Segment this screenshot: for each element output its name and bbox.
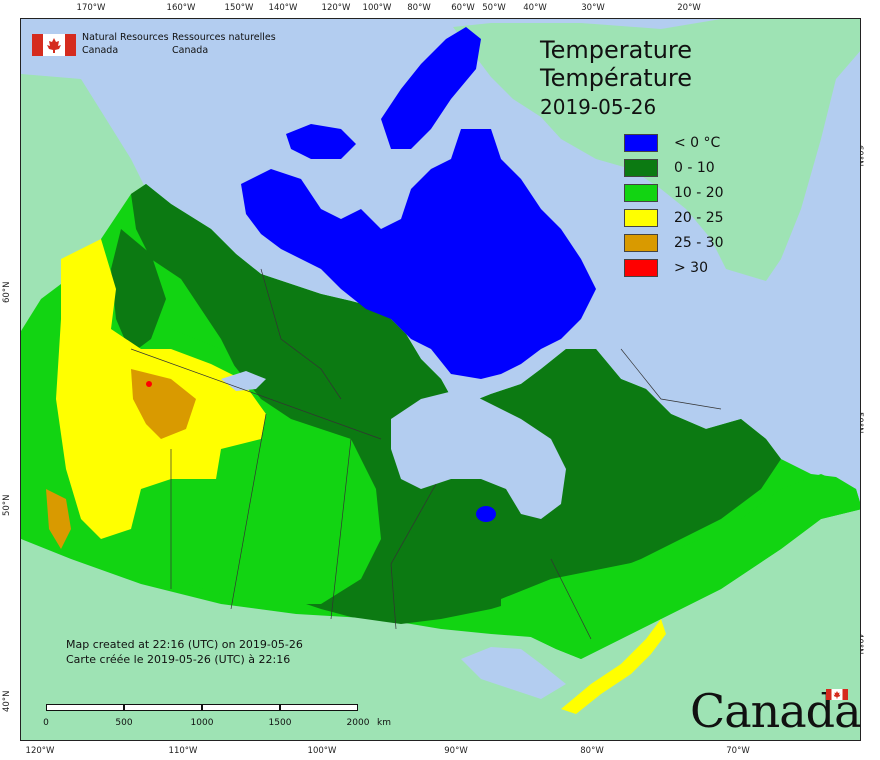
map-title: Temperature Température 2019-05-26 xyxy=(540,36,692,120)
longitude-label-top: 170°W xyxy=(76,3,106,13)
legend-label: > 30 xyxy=(674,260,708,276)
scale-label: 1500 xyxy=(268,718,292,728)
border-manitoba-ontario xyxy=(390,483,437,630)
agency-name-french: Ressources naturelles Canada xyxy=(172,31,276,57)
latitude-label-left: 40°N xyxy=(2,690,12,712)
longitude-label-bottom: 70°W xyxy=(726,746,750,756)
map-created-note: Map created at 22:16 (UTC) on 2019-05-26… xyxy=(66,637,303,667)
provincial-borders xyxy=(130,268,722,640)
zone-below-zero-islands xyxy=(286,124,356,159)
great-lakes xyxy=(461,647,566,699)
latitude-label-left: 60°N xyxy=(2,281,12,303)
longitude-label-top: 80°W xyxy=(407,3,431,13)
border-60th-parallel xyxy=(130,348,382,440)
created-note-english: Map created at 22:16 (UTC) on 2019-05-26 xyxy=(66,638,303,651)
wordmark-flag-icon xyxy=(826,689,848,700)
border-ontario-quebec xyxy=(550,558,592,640)
longitude-label-top: 40°W xyxy=(523,3,547,13)
temperature-map xyxy=(20,18,861,741)
longitude-label-top: 140°W xyxy=(268,3,298,13)
border-yukon-nwt xyxy=(260,268,342,400)
scale-label: 1000 xyxy=(190,718,214,728)
scale-segment xyxy=(46,704,124,711)
zone-ten-to-twenty-east xyxy=(501,474,860,659)
canada-flag-icon xyxy=(32,34,76,56)
longitude-label-bottom: 120°W xyxy=(25,746,55,756)
scale-unit: km xyxy=(377,718,391,728)
zone-twenty-five-to-thirty-coast xyxy=(46,489,71,549)
legend-swatch xyxy=(624,134,658,152)
legend-swatch xyxy=(624,234,658,252)
united-states-land xyxy=(21,509,860,740)
legend-swatch xyxy=(624,184,658,202)
legend-label: 0 - 10 xyxy=(674,160,715,176)
legend-swatch xyxy=(624,209,658,227)
hudson-bay xyxy=(391,389,566,519)
zone-zero-to-ten-yukon xyxy=(111,229,166,354)
scale-label: 0 xyxy=(43,718,49,728)
map-canvas xyxy=(21,19,860,740)
title-french: Température xyxy=(540,64,693,92)
longitude-label-bottom: 100°W xyxy=(307,746,337,756)
longitude-label-top: 30°W xyxy=(581,3,605,13)
scale-segment xyxy=(280,704,358,711)
legend-label: 10 - 20 xyxy=(674,185,724,201)
scale-bar: 0 500 1000 1500 2000 km xyxy=(43,704,391,734)
zone-twenty-five-to-thirty xyxy=(131,369,196,439)
zone-above-thirty xyxy=(146,381,152,387)
title-english: Temperature xyxy=(540,36,693,64)
longitude-label-top: 160°W xyxy=(166,3,196,13)
legend-swatch xyxy=(624,259,658,277)
zone-below-zero-hudson-island xyxy=(476,506,496,522)
legend-label: 20 - 25 xyxy=(674,210,724,226)
scale-segment xyxy=(124,704,202,711)
great-slave-lake xyxy=(221,371,266,391)
scale-label: 500 xyxy=(115,718,133,728)
longitude-label-top: 50°W xyxy=(482,3,506,13)
title-date: 2019-05-26 xyxy=(540,95,657,119)
agency-english-line1: Natural Resources xyxy=(82,32,169,43)
longitude-label-top: 20°W xyxy=(677,3,701,13)
border-quebec-labrador xyxy=(620,348,722,410)
zone-below-zero-arctic xyxy=(241,129,596,379)
legend-label: < 0 °C xyxy=(674,135,721,151)
agency-french-line1: Ressources naturelles xyxy=(172,32,276,43)
longitude-label-top: 60°W xyxy=(451,3,475,13)
longitude-label-top: 100°W xyxy=(362,3,392,13)
longitude-label-bottom: 110°W xyxy=(168,746,198,756)
agency-french-line2: Canada xyxy=(172,45,209,56)
agency-name-english: Natural Resources Canada xyxy=(82,31,169,57)
zone-twenty-to-twenty-five-ontario xyxy=(561,619,666,714)
longitude-label-bottom: 80°W xyxy=(580,746,604,756)
scale-segment xyxy=(202,704,280,711)
legend-swatch xyxy=(624,159,658,177)
zone-below-zero-ellesmere xyxy=(381,27,481,149)
legend-label: 25 - 30 xyxy=(674,235,724,251)
border-saskatchewan-manitoba xyxy=(330,438,352,620)
longitude-label-bottom: 90°W xyxy=(444,746,468,756)
canada-wordmark: Canada xyxy=(690,686,862,736)
scale-label: 2000 xyxy=(346,718,370,728)
border-alberta-saskatchewan xyxy=(230,413,267,610)
agency-english-line2: Canada xyxy=(82,45,119,56)
latitude-label-left: 50°N xyxy=(2,494,12,516)
longitude-label-top: 150°W xyxy=(224,3,254,13)
created-note-french: Carte créée le 2019-05-26 (UTC) à 22:16 xyxy=(66,653,291,666)
longitude-label-top: 120°W xyxy=(321,3,351,13)
